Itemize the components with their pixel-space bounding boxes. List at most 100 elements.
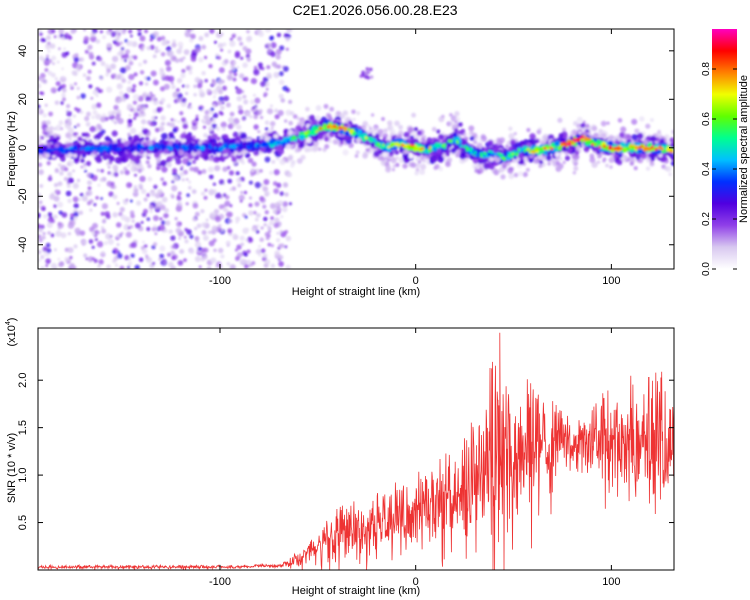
spectrogram-cell bbox=[582, 120, 586, 124]
spectrogram-cell bbox=[197, 170, 203, 175]
spectrogram-cell bbox=[184, 239, 189, 244]
spectrogram-cell bbox=[278, 71, 284, 77]
spectrogram-cell bbox=[650, 135, 657, 143]
spectrogram-cell bbox=[237, 105, 243, 110]
spectrogram-cell bbox=[460, 140, 467, 146]
spectrogram-cell bbox=[120, 214, 127, 221]
spectrogram-cell bbox=[95, 102, 102, 108]
spectrogram-cell bbox=[599, 133, 607, 140]
spectrogram-cell bbox=[215, 192, 222, 199]
spectrogram-cell bbox=[246, 35, 253, 42]
spectrogram-cell bbox=[194, 77, 201, 83]
spectrogram-cell bbox=[67, 127, 74, 134]
spectrogram-cell bbox=[487, 139, 494, 146]
spectrogram-cell bbox=[420, 163, 427, 170]
spectrogram-cell bbox=[100, 225, 105, 230]
spectrogram-cell bbox=[164, 229, 168, 233]
spectrogram-cell bbox=[172, 39, 176, 44]
spectrogram-cell bbox=[38, 192, 42, 199]
spectrogram-cell bbox=[244, 152, 251, 159]
spectrogram-cell bbox=[40, 135, 45, 140]
spectrogram-cell bbox=[410, 131, 417, 137]
spectrogram-cell bbox=[276, 32, 282, 38]
spectrogram-cell bbox=[99, 116, 107, 123]
spectrogram-cell bbox=[576, 116, 583, 123]
spectrogram-cell bbox=[236, 65, 240, 69]
spectrogram-cell bbox=[276, 231, 280, 235]
spectrogram-cell bbox=[185, 84, 190, 89]
spectrogram-cell bbox=[57, 181, 63, 187]
spectrogram-cell bbox=[270, 263, 276, 268]
spectrogram-cell bbox=[445, 152, 450, 157]
spectrogram-cell bbox=[513, 155, 518, 160]
spectrogram-cell bbox=[194, 211, 200, 217]
spectrogram-cell bbox=[340, 126, 343, 130]
spectrogram-cell bbox=[441, 131, 445, 135]
spectrogram-cell bbox=[385, 164, 392, 171]
spectrogram-cell bbox=[183, 258, 187, 262]
spectrogram-cell bbox=[210, 147, 216, 154]
spectrogram-cell bbox=[202, 255, 208, 261]
spectrogram-cell bbox=[126, 163, 131, 168]
spectrogram-cell bbox=[285, 143, 291, 149]
spectrogram-cell bbox=[239, 258, 246, 265]
spectrogram-cell bbox=[505, 144, 509, 149]
spectrogram-cell bbox=[73, 203, 79, 209]
spectrogram-cell bbox=[97, 90, 101, 94]
spectrogram-cell bbox=[264, 127, 269, 131]
spectrogram-cell bbox=[580, 123, 586, 128]
spectrogram-cell bbox=[61, 83, 67, 89]
spectrogram-cell bbox=[181, 178, 185, 182]
spectrogram-cell bbox=[268, 170, 274, 176]
spectrogram-cell bbox=[284, 245, 288, 249]
spectrogram-cell bbox=[183, 169, 188, 175]
spectrogram-cell bbox=[160, 144, 167, 151]
spectrogram-cell bbox=[139, 109, 145, 115]
spectrogram-cell bbox=[327, 114, 332, 119]
spectrogram-cell bbox=[80, 93, 86, 99]
spectrogram-cell bbox=[285, 36, 290, 42]
spectrogram-cell bbox=[264, 231, 271, 238]
spectrogram-cell bbox=[602, 130, 606, 134]
spectrogram-cell bbox=[547, 134, 555, 141]
spectrogram-cell bbox=[111, 110, 117, 115]
spectrogram-cell bbox=[557, 165, 563, 171]
spectrogram-cell bbox=[40, 91, 45, 96]
spectrogram-cell bbox=[442, 139, 447, 144]
spectrogram-cell bbox=[479, 154, 483, 158]
spectrogram-cell bbox=[648, 153, 653, 158]
spectrogram-cell bbox=[241, 116, 246, 121]
spectrogram-cell bbox=[133, 151, 138, 156]
spectrogram-cell bbox=[256, 144, 261, 149]
spectrogram-cell bbox=[643, 139, 649, 145]
spectrogram-cell bbox=[49, 193, 56, 200]
spectrogram-cell bbox=[94, 238, 98, 242]
spectrogram-cell bbox=[101, 228, 107, 234]
spectrogram-cell bbox=[67, 35, 73, 41]
spectrogram-cell bbox=[457, 149, 462, 155]
spectrogram-cell bbox=[496, 140, 501, 145]
spectrogram-cell bbox=[572, 120, 579, 127]
spectrogram-cell bbox=[630, 146, 635, 151]
spectrogram-cell bbox=[228, 219, 233, 224]
spectrogram-cell bbox=[47, 176, 53, 182]
spectrogram-cell bbox=[77, 136, 83, 142]
spectrogram-cell bbox=[57, 257, 61, 261]
spectrogram-cell bbox=[161, 121, 166, 126]
spectrogram-cell bbox=[140, 149, 144, 154]
spectrogram-cell bbox=[409, 144, 413, 147]
spectrogram-cell bbox=[100, 129, 106, 135]
spectrogram-cell bbox=[101, 219, 107, 224]
spectrogram-cell bbox=[483, 151, 486, 155]
spectrogram-cell bbox=[242, 62, 248, 68]
spectrogram-cell bbox=[244, 252, 248, 257]
spectrogram-cell bbox=[40, 224, 45, 230]
spectrogram-cell bbox=[342, 110, 349, 117]
spectrogram-cell bbox=[460, 147, 465, 152]
spectrogram-cell bbox=[283, 182, 288, 187]
spectrogram-cell bbox=[131, 162, 138, 169]
spectrogram-cell bbox=[323, 103, 329, 109]
spectrogram-cell bbox=[527, 147, 530, 151]
spectrogram-cell bbox=[48, 174, 52, 178]
spectrogram-cell bbox=[66, 183, 71, 189]
